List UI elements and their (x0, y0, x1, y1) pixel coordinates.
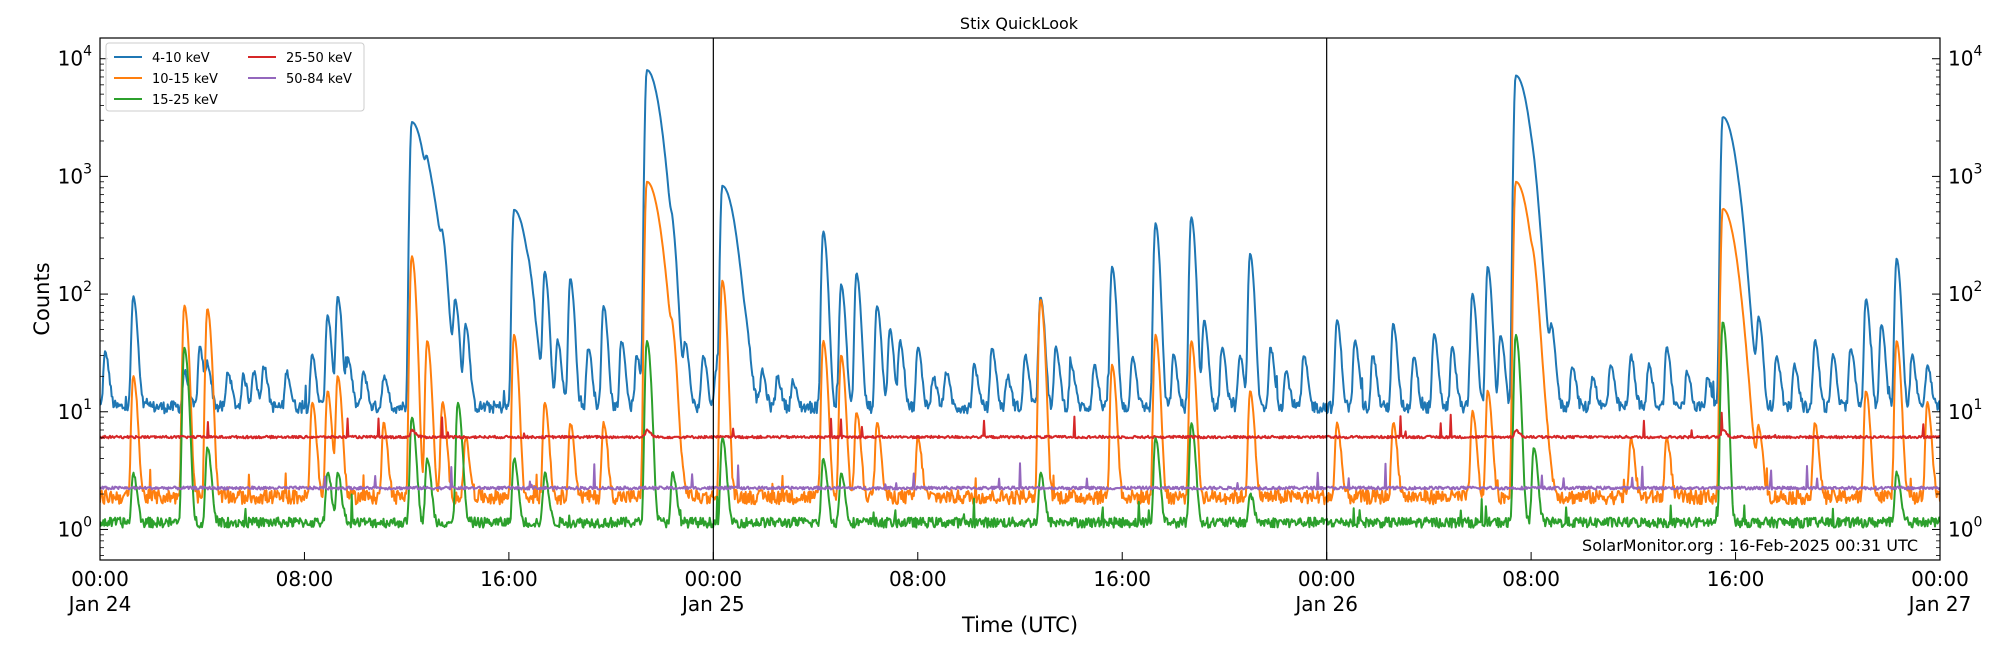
x-tick-label-date: Jan 26 (1293, 592, 1358, 616)
x-tick-label-time: 00:00 (71, 567, 129, 591)
x-axis-label: Time (UTC) (961, 613, 1078, 637)
y-tick-label-left: 100 (58, 514, 92, 541)
y-tick-label-right: 104 (1948, 44, 1982, 71)
chart-title: Stix QuickLook (960, 14, 1079, 33)
y-tick-label-right: 102 (1948, 279, 1982, 306)
series-line-4-10-keV (100, 69, 1940, 415)
day-boundary-lines (712, 38, 1328, 560)
legend-label: 50-84 keV (286, 72, 352, 87)
x-tick-label-time: 16:00 (480, 567, 538, 591)
y-tick-label-right: 103 (1948, 161, 1982, 188)
x-tick-label-time: 08:00 (1502, 567, 1560, 591)
x-tick-label-time: 00:00 (685, 567, 743, 591)
y-tick-label-left: 101 (58, 397, 92, 424)
series-line-15-25-keV (100, 321, 1940, 529)
x-tick-label-time: 00:00 (1911, 567, 1969, 591)
y-tick-label-left: 104 (58, 44, 92, 71)
y-axis: 100 100 101 101 102 102 103 103 104 104 (58, 44, 1982, 556)
legend: 4-10 keV 10-15 keV 15-25 keV 25-50 keV 50-84… (105, 42, 365, 112)
legend-label: 4-10 keV (152, 51, 210, 66)
y-tick-label-right: 100 (1948, 514, 1982, 541)
y-tick-label-right: 101 (1948, 397, 1982, 424)
y-axis-label: Counts (30, 262, 54, 335)
x-tick-label-time: 08:00 (889, 567, 947, 591)
x-tick-label-time: 00:00 (1298, 567, 1356, 591)
legend-frame (105, 42, 365, 112)
series-line-50-84-keV (100, 462, 1940, 491)
series-group (100, 69, 1940, 529)
x-tick-label-date: Jan 24 (67, 592, 132, 616)
x-tick-label-date: Jan 27 (1907, 592, 1972, 616)
series-line-25-50-keV (100, 411, 1940, 440)
y-tick-label-left: 103 (58, 161, 92, 188)
legend-label: 25-50 keV (286, 51, 352, 66)
legend-label: 15-25 keV (152, 93, 218, 108)
x-tick-label-time: 16:00 (1707, 567, 1765, 591)
y-tick-label-left: 102 (58, 279, 92, 306)
x-tick-label-time: 08:00 (276, 567, 334, 591)
legend-label: 10-15 keV (152, 72, 218, 87)
plot-frame (99, 37, 1941, 561)
x-tick-label-date: Jan 25 (680, 592, 745, 616)
x-tick-label-time: 16:00 (1093, 567, 1151, 591)
timestamp-annotation: SolarMonitor.org : 16-Feb-2025 00:31 UTC (1582, 536, 1918, 555)
